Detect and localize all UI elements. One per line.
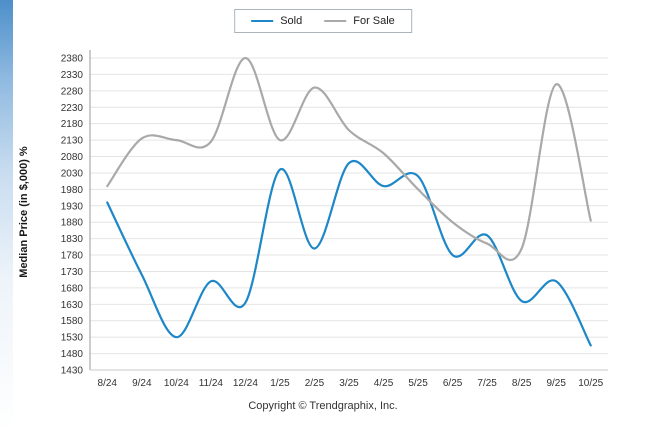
x-tick-label: 4/25: [374, 378, 394, 389]
x-tick-label: 10/24: [164, 378, 189, 389]
y-tick-label: 1980: [61, 185, 84, 196]
x-tick-label: 3/25: [339, 378, 359, 389]
x-tick-label: 10/25: [578, 378, 603, 389]
legend-item-for-sale: For Sale: [324, 15, 395, 27]
y-tick-label: 1830: [61, 234, 84, 245]
y-tick-label: 2280: [61, 86, 84, 97]
y-tick-label: 1580: [61, 316, 84, 327]
x-tick-label: 1/25: [270, 378, 290, 389]
copyright-text: Copyright © Trendgraphix, Inc.: [248, 400, 398, 412]
y-tick-label: 1730: [61, 267, 84, 278]
legend-label-for-sale: For Sale: [353, 15, 395, 27]
x-tick-label: 12/24: [233, 378, 258, 389]
series-line-sold: [106, 159, 592, 347]
y-tick-label: 1480: [61, 349, 84, 360]
x-tick-label: 2/25: [305, 378, 325, 389]
x-tick-label: 9/24: [132, 378, 152, 389]
y-tick-label: 1880: [61, 218, 84, 229]
legend-swatch-for-sale: [324, 20, 347, 22]
line-chart: 1430 1480 1530 1580 1630 1680 1730 1780 1830 1880…: [61, 50, 608, 389]
y-tick-label: 1780: [61, 251, 84, 262]
y-tick-label: 2330: [61, 70, 84, 81]
plot-area: 1430 1480 1530 1580 1630 1680 1730 1780 1830 1880…: [0, 40, 646, 396]
y-tick-label: 2080: [61, 152, 84, 163]
legend-swatch-sold: [251, 20, 274, 22]
y-tick-label: 2230: [61, 103, 84, 114]
y-tick-label: 1680: [61, 283, 84, 294]
legend-label-sold: Sold: [280, 15, 303, 27]
y-tick-label: 1630: [61, 300, 84, 311]
x-tick-label: 9/25: [546, 378, 566, 389]
x-tick-label: 8/24: [98, 378, 118, 389]
y-tick-label: 1930: [61, 201, 84, 212]
y-tick-label: 2130: [61, 136, 84, 147]
x-tick-label: 8/25: [512, 378, 532, 389]
y-tick-label: 2380: [61, 54, 84, 65]
y-tick-label: 2030: [61, 168, 84, 179]
y-tick-label: 1530: [61, 333, 84, 344]
legend-item-sold: Sold: [251, 15, 302, 27]
x-tick-label: 6/25: [443, 378, 463, 389]
series-line-for-sale: [106, 56, 592, 262]
y-tick-label: 2180: [61, 119, 84, 130]
x-tick-label: 7/25: [477, 378, 497, 389]
x-tick-label: 11/24: [199, 378, 224, 389]
chart-legend: Sold For Sale: [234, 9, 412, 33]
background-gradient: [0, 0, 13, 434]
y-tick-label: 1430: [61, 366, 84, 377]
x-tick-label: 5/25: [408, 378, 428, 389]
